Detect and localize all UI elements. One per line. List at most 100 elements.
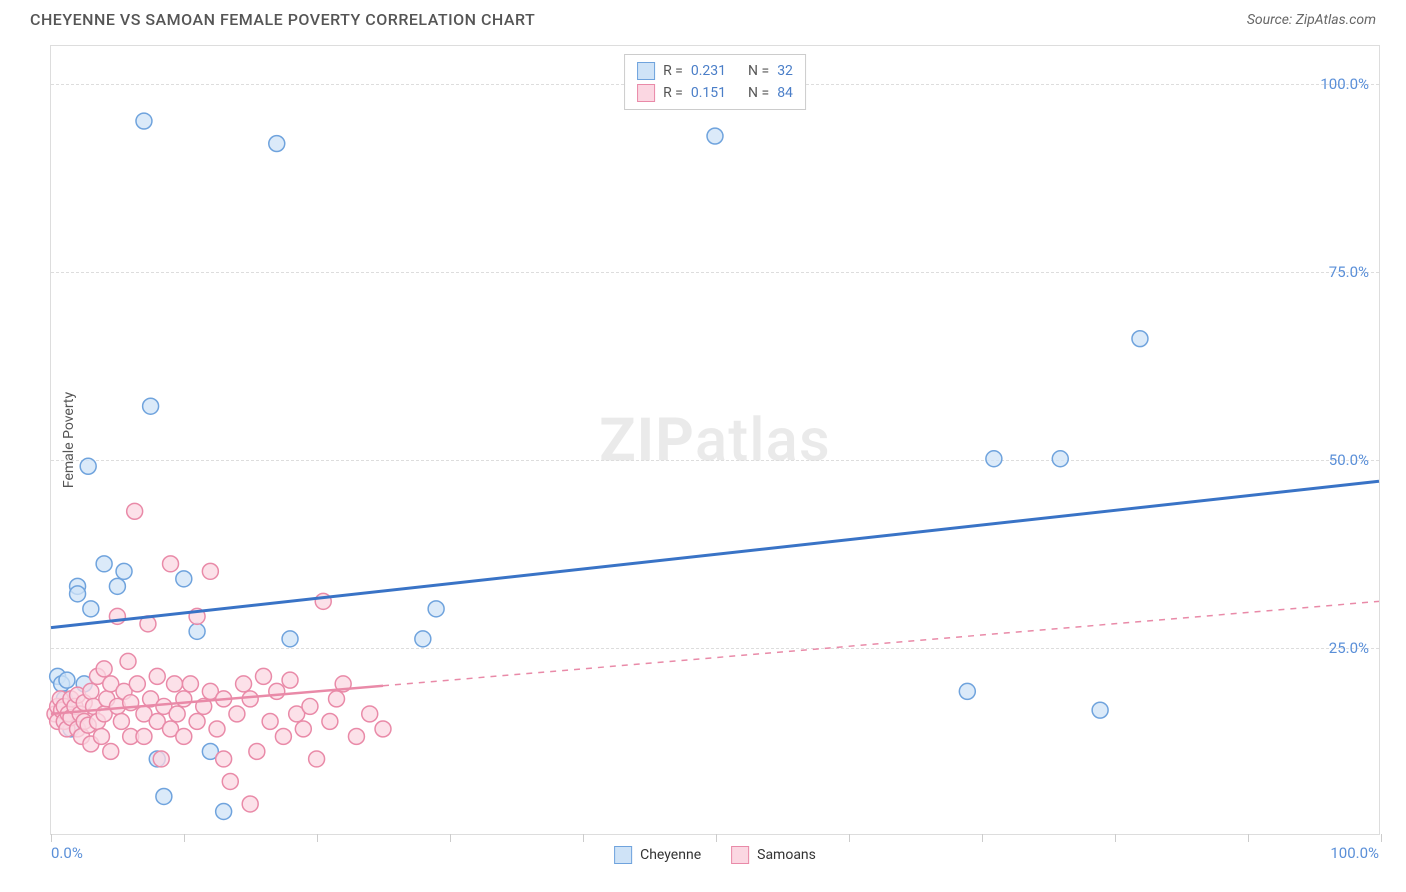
data-point [222, 773, 238, 789]
data-point [1052, 451, 1068, 467]
data-point [96, 661, 112, 677]
data-point [129, 676, 145, 692]
data-point [415, 631, 431, 647]
data-point [375, 721, 391, 737]
legend-n-value: 84 [777, 85, 793, 101]
data-point [167, 676, 183, 692]
legend-n-label: N = [748, 63, 769, 79]
data-point [295, 721, 311, 737]
data-point [176, 728, 192, 744]
data-point [209, 721, 225, 737]
series-legend-item: Cheyenne [614, 846, 701, 864]
data-point [163, 556, 179, 572]
correlation-legend-row: R = 0.151 N = 84 [637, 82, 793, 104]
data-point [269, 683, 285, 699]
data-point [362, 706, 378, 722]
data-point [189, 713, 205, 729]
correlation-legend: R = 0.231 N = 32 R = 0.151 N = 84 [624, 54, 806, 110]
chart-title: CHEYENNE VS SAMOAN FEMALE POVERTY CORREL… [30, 10, 535, 29]
legend-n-label: N = [748, 85, 769, 101]
data-point [242, 796, 258, 812]
legend-swatch [637, 62, 655, 80]
data-point [275, 728, 291, 744]
data-point [136, 113, 152, 129]
legend-swatch [731, 846, 749, 864]
data-point [282, 631, 298, 647]
data-point [428, 601, 444, 617]
series-legend-item: Samoans [731, 846, 816, 864]
scatter-plot [51, 46, 1379, 834]
data-point [202, 563, 218, 579]
data-point [1092, 702, 1108, 718]
x-tick [1381, 834, 1382, 842]
data-point [322, 713, 338, 729]
trend-line-dashed [383, 601, 1379, 685]
series-legend-label: Cheyenne [640, 847, 701, 863]
data-point [182, 676, 198, 692]
series-legend: Cheyenne Samoans [614, 846, 816, 864]
data-point [249, 743, 265, 759]
data-point [83, 601, 99, 617]
legend-n-value: 32 [777, 63, 793, 79]
data-point [242, 691, 258, 707]
data-point [189, 623, 205, 639]
data-point [113, 713, 129, 729]
data-point [127, 503, 143, 519]
trend-line [51, 481, 1379, 627]
data-point [156, 788, 172, 804]
data-point [348, 728, 364, 744]
x-tick [1248, 834, 1249, 842]
x-tick [716, 834, 717, 842]
data-point [59, 672, 75, 688]
x-tick [982, 834, 983, 842]
data-point [269, 136, 285, 152]
data-point [120, 653, 136, 669]
data-point [255, 668, 271, 684]
data-point [216, 804, 232, 820]
data-point [959, 683, 975, 699]
x-axis-label: 100.0% [1330, 844, 1379, 862]
x-tick [450, 834, 451, 842]
data-point [302, 698, 318, 714]
legend-swatch [637, 84, 655, 102]
x-tick [849, 834, 850, 842]
x-tick [51, 834, 52, 842]
chart-container: Female Poverty ZIPatlas 25.0%50.0%75.0%1… [50, 45, 1380, 835]
data-point [143, 398, 159, 414]
chart-header: CHEYENNE VS SAMOAN FEMALE POVERTY CORREL… [0, 0, 1406, 34]
correlation-legend-row: R = 0.231 N = 32 [637, 60, 793, 82]
legend-r-value: 0.231 [691, 63, 726, 79]
data-point [282, 672, 298, 688]
data-point [309, 751, 325, 767]
data-point [229, 706, 245, 722]
data-point [216, 751, 232, 767]
x-tick [184, 834, 185, 842]
data-point [329, 691, 345, 707]
legend-r-label: R = [663, 85, 683, 101]
data-point [109, 578, 125, 594]
data-point [80, 458, 96, 474]
data-point [93, 728, 109, 744]
data-point [176, 571, 192, 587]
data-point [153, 751, 169, 767]
data-point [83, 683, 99, 699]
data-point [176, 691, 192, 707]
data-point [136, 728, 152, 744]
x-axis-label: 0.0% [51, 844, 83, 862]
legend-r-value: 0.151 [691, 85, 726, 101]
data-point [986, 451, 1002, 467]
legend-r-label: R = [663, 63, 683, 79]
data-point [262, 713, 278, 729]
data-point [149, 668, 165, 684]
x-tick [317, 834, 318, 842]
legend-swatch [614, 846, 632, 864]
series-legend-label: Samoans [757, 847, 816, 863]
x-tick [583, 834, 584, 842]
data-point [1132, 331, 1148, 347]
x-tick [1115, 834, 1116, 842]
data-point [236, 676, 252, 692]
data-point [96, 556, 112, 572]
data-point [116, 563, 132, 579]
data-point [70, 586, 86, 602]
data-point [707, 128, 723, 144]
